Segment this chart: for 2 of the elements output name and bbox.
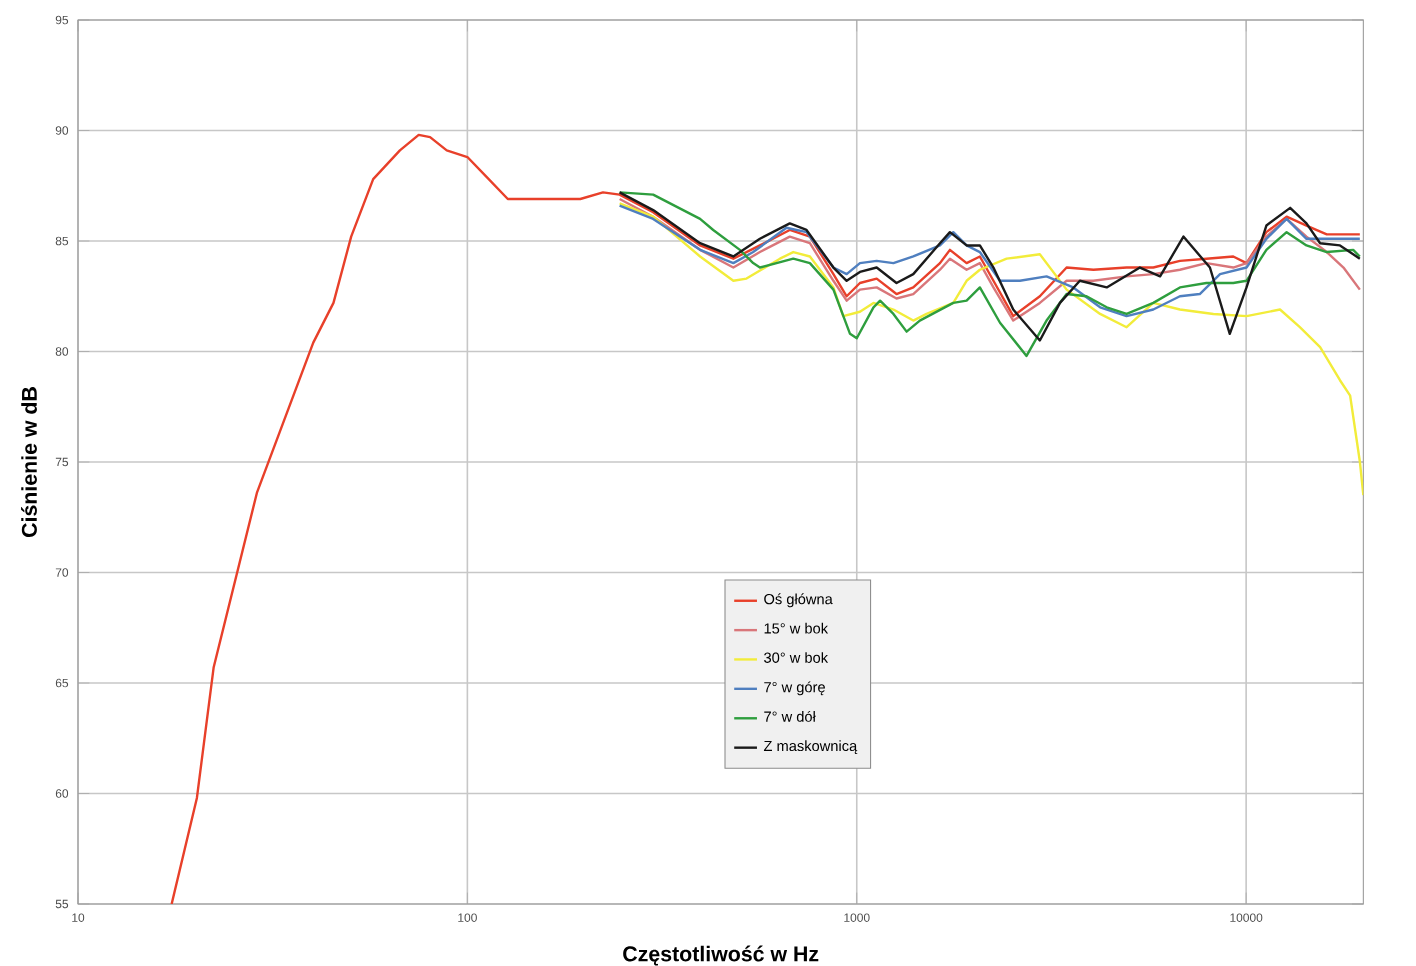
x-axis-title: Częstotliwość w Hz xyxy=(623,945,819,966)
y-axis-title: Ciśnienie w dB xyxy=(21,387,37,537)
